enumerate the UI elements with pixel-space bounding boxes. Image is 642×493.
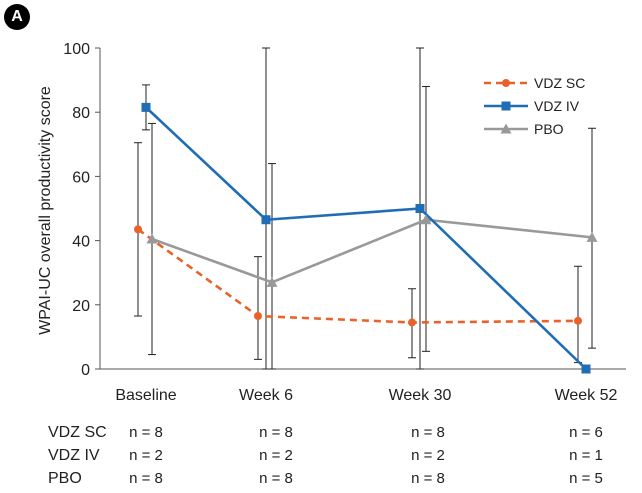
series-line-vdz-sc	[137, 228, 579, 324]
x-tick-label: Week 6	[239, 387, 293, 404]
n-table-cell: n = 8	[411, 470, 445, 487]
x-tick-label: Baseline	[115, 387, 176, 404]
y-tick-label: 100	[63, 41, 90, 58]
data-point	[581, 364, 591, 374]
legend-label: VDZ IV	[534, 98, 580, 114]
n-table-cell: n = 8	[411, 424, 445, 441]
n-table-cell: n = 8	[129, 470, 163, 487]
data-point	[420, 214, 432, 225]
n-table-cell: n = 8	[129, 424, 163, 441]
data-point	[586, 231, 598, 242]
data-point	[408, 318, 416, 327]
n-table-row-label: VDZ SC	[48, 424, 107, 441]
n-table-row-label: PBO	[48, 470, 82, 487]
n-table-cell: n = 1	[569, 447, 603, 464]
series-lines	[137, 106, 593, 370]
legend-marker	[501, 101, 511, 111]
panel-label: A	[4, 4, 30, 30]
n-table-cell: n = 5	[569, 470, 603, 487]
x-tick-label: Week 30	[389, 387, 452, 404]
axes: 0 20 40 60 80 100 Baseline Week 6 Week 30 Week 52…	[37, 41, 626, 404]
legend-marker	[502, 79, 510, 87]
data-point	[134, 225, 142, 234]
legend-label: PBO	[534, 121, 564, 137]
n-table-cell: n = 6	[569, 424, 603, 441]
data-point	[146, 233, 158, 244]
y-tick-label: 60	[72, 169, 90, 186]
y-tick-label: 20	[72, 298, 90, 315]
n-table-cell: n = 2	[129, 447, 163, 464]
series-markers	[134, 102, 598, 374]
legend-label: VDZ SC	[534, 75, 585, 91]
legend-marker	[500, 123, 512, 134]
y-tick-label: 80	[72, 105, 90, 122]
x-tick-label: Week 52	[555, 387, 618, 404]
series-line-pbo	[151, 218, 593, 284]
data-point	[141, 102, 151, 112]
y-tick-label: 40	[72, 234, 90, 251]
data-point	[266, 276, 278, 287]
data-point	[574, 316, 582, 325]
y-tick-label: 0	[81, 362, 90, 379]
y-axis-title: WPAI-UC overall productivity score	[37, 86, 54, 335]
series-line-vdz-iv	[145, 106, 587, 370]
data-point	[415, 204, 425, 213]
n-table-row-label: VDZ IV	[48, 447, 100, 464]
n-table-cell: n = 8	[259, 470, 293, 487]
n-table-cell: n = 2	[411, 447, 445, 464]
n-table-cell: n = 8	[259, 424, 293, 441]
sample-size-table: VDZ SC n = 8 n = 8 n = 8 n = 6 VDZ IV n = 2 n =…	[48, 424, 603, 487]
data-point	[254, 312, 262, 321]
n-table-cell: n = 2	[259, 447, 293, 464]
data-point	[261, 215, 271, 225]
legend: VDZ SC VDZ IV PBO	[484, 75, 585, 137]
